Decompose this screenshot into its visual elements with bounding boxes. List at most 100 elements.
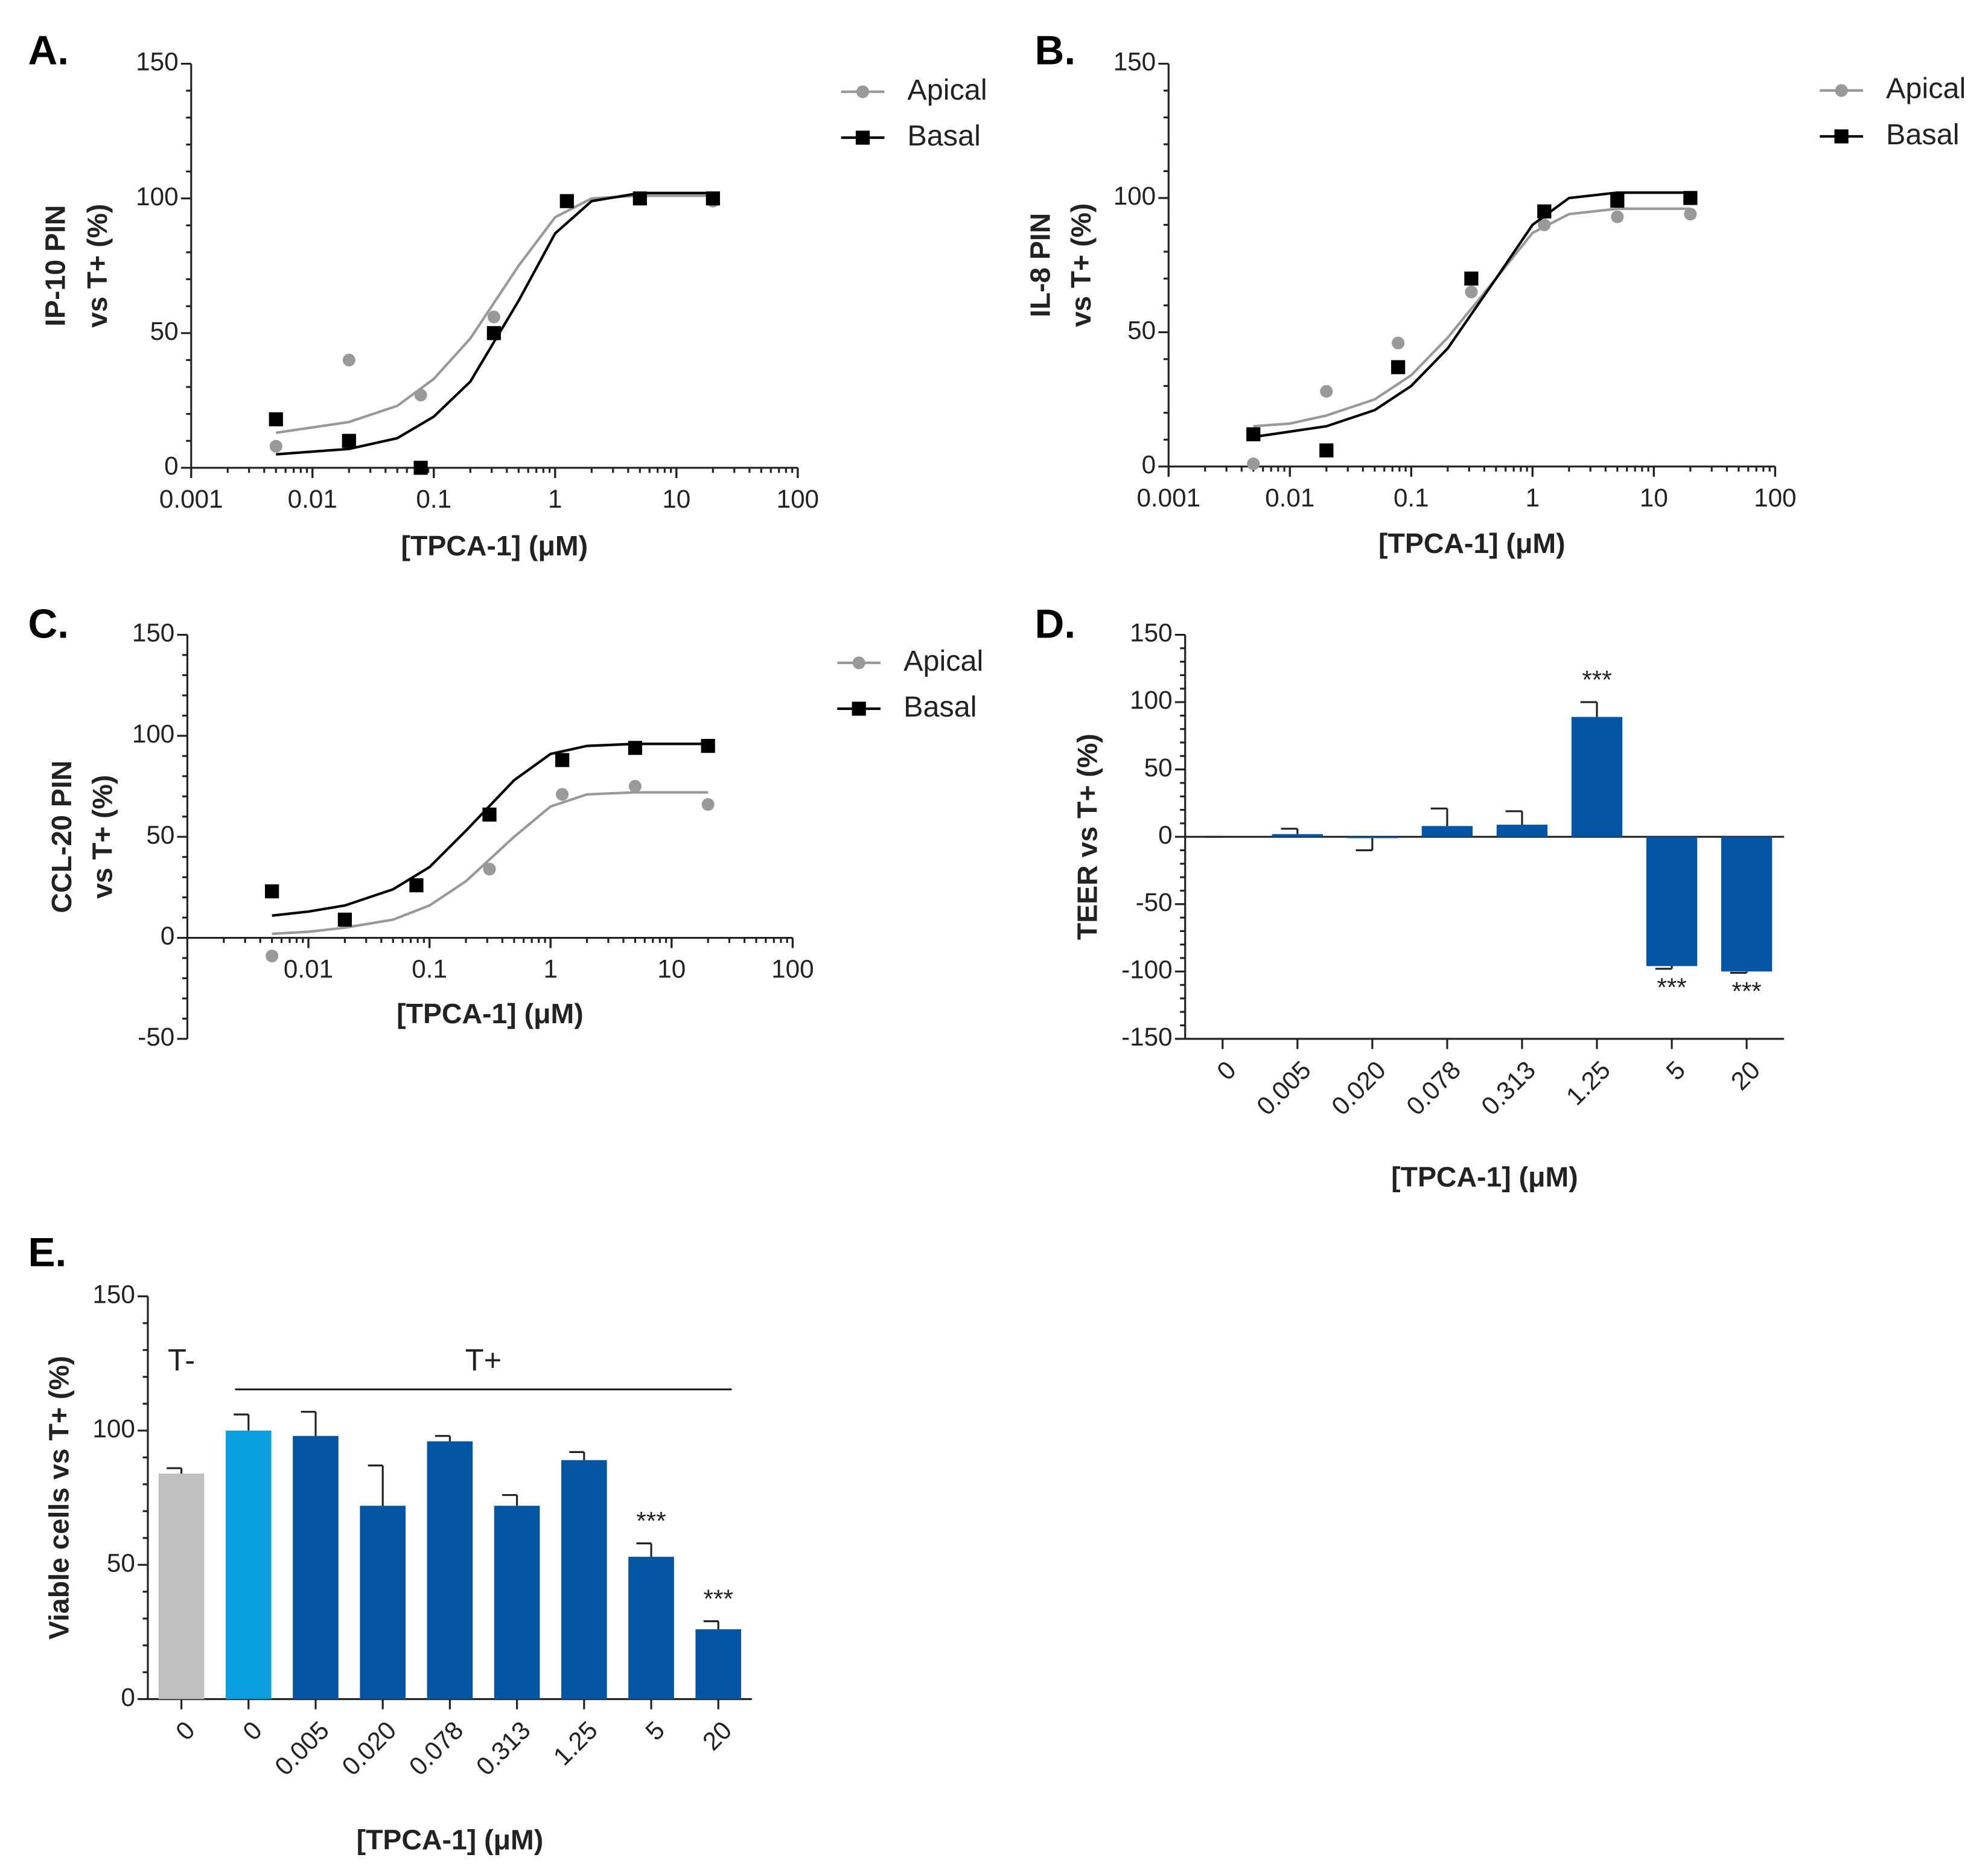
bar — [494, 1506, 540, 1699]
point — [1684, 208, 1697, 221]
point — [1834, 129, 1849, 144]
point — [414, 388, 427, 401]
y-tick-label: -150 — [1121, 1023, 1173, 1051]
y-axis-label: CCL-20 PIN — [46, 761, 77, 913]
point — [487, 310, 500, 324]
panel-label: B. — [1035, 28, 1076, 74]
x-tick-label: 0.01 — [288, 485, 337, 513]
y-axis-label: IL-8 PIN — [1025, 213, 1056, 318]
x-tick-label: 0.001 — [1136, 484, 1200, 512]
x-tick-label: 20 — [697, 1716, 737, 1755]
y-tick-label: 50 — [1127, 316, 1156, 345]
bar — [695, 1629, 742, 1699]
bar — [1272, 834, 1323, 837]
y-tick-label: 50 — [146, 820, 174, 849]
y-axis-label: vs T+ (%) — [86, 775, 118, 899]
y-axis-label: vs T+ (%) — [81, 204, 113, 328]
point — [409, 878, 424, 893]
significance-label: *** — [1657, 973, 1686, 1001]
fit-curve — [1253, 191, 1690, 438]
bar — [427, 1441, 473, 1699]
y-tick-label: 0 — [1142, 450, 1156, 479]
point — [1246, 427, 1261, 442]
x-tick-label: 100 — [1754, 484, 1796, 512]
x-tick-label: 0.313 — [471, 1716, 536, 1781]
x-tick-label: 10 — [1640, 484, 1668, 512]
point — [1464, 271, 1479, 286]
point — [632, 191, 647, 206]
x-tick-label: 1 — [548, 485, 562, 513]
x-axis-label: [TPCA-1] (μM) — [401, 530, 588, 561]
y-axis-label: TEER vs T+ (%) — [1072, 733, 1103, 940]
x-tick-label: 0 — [170, 1716, 200, 1746]
x-axis-label: [TPCA-1] (μM) — [1391, 1161, 1578, 1192]
x-tick-label: 0.078 — [1401, 1055, 1466, 1120]
bar — [1571, 717, 1623, 837]
y-tick-label: 50 — [150, 317, 179, 345]
x-tick-label: 1.25 — [548, 1716, 603, 1771]
fit-curve — [272, 791, 709, 935]
y-axis-label: IP-10 PIN — [39, 205, 71, 327]
x-tick-label: 0 — [237, 1716, 267, 1746]
point — [855, 130, 870, 145]
point — [337, 912, 352, 927]
fit-curve — [276, 191, 713, 456]
point — [701, 738, 715, 753]
point — [483, 863, 496, 876]
bar — [1496, 825, 1548, 837]
point — [1320, 385, 1333, 398]
y-tick-label: 150 — [136, 48, 178, 76]
point — [1835, 84, 1848, 97]
y-tick-label: 0 — [121, 1683, 135, 1711]
y-tick-label: 50 — [1144, 753, 1173, 782]
point — [1610, 193, 1625, 208]
y-tick-label: 100 — [1130, 686, 1172, 714]
y-tick-label: 0 — [164, 452, 178, 480]
significance-label: *** — [704, 1585, 733, 1613]
legend-label: Basal — [907, 120, 980, 152]
point — [1392, 336, 1405, 350]
point — [342, 353, 355, 366]
y-tick-label: 150 — [1130, 619, 1172, 647]
x-tick-label: 1 — [543, 955, 557, 983]
panel-label: E. — [28, 1230, 66, 1276]
x-tick-label: 0.1 — [412, 955, 447, 983]
point — [269, 439, 282, 453]
y-axis-label: Viable cells vs T+ (%) — [43, 1356, 75, 1640]
bar — [1646, 837, 1698, 966]
x-tick-label: 0.020 — [336, 1716, 401, 1781]
panel-label: C. — [28, 602, 69, 647]
point — [342, 433, 356, 448]
x-tick-label: 100 — [771, 955, 814, 983]
fit-curve — [1253, 207, 1690, 428]
group-label: T+ — [465, 1343, 502, 1378]
x-tick-label: 10 — [662, 485, 690, 513]
x-tick-label: 1 — [1526, 484, 1540, 512]
point — [265, 884, 279, 899]
y-tick-label: 150 — [1113, 48, 1156, 76]
point — [413, 461, 428, 475]
point — [852, 701, 866, 716]
y-tick-label: 0 — [1158, 820, 1172, 849]
y-tick-label: 100 — [132, 720, 174, 748]
point — [628, 741, 643, 755]
point — [1683, 191, 1698, 205]
y-axis-label: vs T+ (%) — [1065, 203, 1097, 327]
y-tick-label: 50 — [107, 1548, 135, 1577]
y-tick-label: -50 — [138, 1023, 174, 1051]
y-tick-label: -50 — [1136, 888, 1173, 916]
x-tick-label: 0.1 — [1394, 484, 1429, 512]
point — [559, 194, 574, 208]
group-label: T- — [168, 1343, 195, 1378]
significance-label: *** — [636, 1507, 666, 1535]
bar — [158, 1473, 205, 1699]
y-tick-label: 0 — [161, 922, 174, 950]
y-tick-label: 100 — [136, 182, 178, 211]
x-tick-label: 0.001 — [159, 485, 223, 513]
x-tick-label: 1.25 — [1561, 1055, 1616, 1110]
x-axis-label: [TPCA-1] (μM) — [397, 998, 584, 1029]
significance-label: *** — [1732, 977, 1761, 1005]
point — [1537, 204, 1552, 219]
x-tick-label: 0.005 — [269, 1716, 334, 1781]
bar — [293, 1436, 339, 1699]
